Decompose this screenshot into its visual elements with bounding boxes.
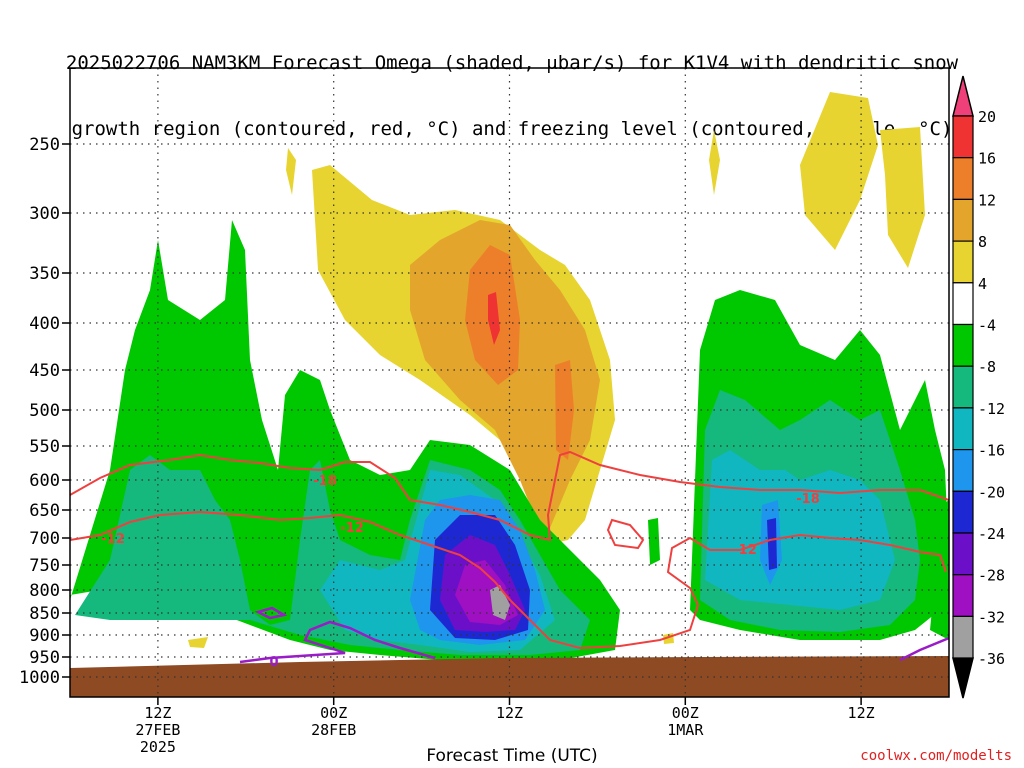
omega-region-8to12: [410, 220, 600, 540]
y-tick-label: 950: [29, 648, 60, 668]
contour-label: 0: [269, 655, 278, 670]
x-tick-label-date: 1MAR: [667, 721, 704, 739]
colorbar-label: 12: [978, 191, 996, 209]
colorbar-label: 4: [978, 275, 987, 293]
y-tick-label: 600: [29, 471, 60, 491]
gridlines: [70, 68, 949, 697]
colorbar-swatch: [952, 449, 974, 492]
contour-label: -18: [313, 474, 337, 489]
y-tick-label: 400: [29, 314, 60, 334]
contour-minus12: [70, 510, 947, 650]
colorbar-label: -36: [978, 650, 1005, 668]
y-tick-label: 800: [29, 581, 60, 601]
colorbar-swatch: [952, 407, 974, 451]
ground-terrain: [70, 656, 949, 697]
colorbar-label: -24: [978, 525, 1005, 543]
contour-label: -12: [101, 532, 125, 547]
colorbar-label: -32: [978, 608, 1005, 626]
colorbar-swatch: [952, 532, 974, 576]
y-axis-pressure: 2503003504004505005506006507007508008509…: [19, 135, 70, 688]
colorbar-swatch: [952, 198, 974, 242]
contour-label: -18: [796, 492, 820, 507]
colorbar-swatch: [952, 574, 974, 618]
omega-region-16to20: [488, 292, 500, 345]
colorbar-swatch-top: [952, 75, 974, 117]
x-axis-title: Forecast Time (UTC): [426, 746, 598, 766]
colorbar-swatch: [952, 490, 974, 534]
contour-zero: [239, 620, 436, 664]
colorbar-label: -12: [978, 400, 1005, 418]
colorbar-label: -20: [978, 483, 1005, 501]
omega-shaded-field: [70, 92, 949, 697]
contour-label: -12: [733, 543, 757, 558]
omega-region-4to8-right: [800, 92, 878, 250]
colorbar-swatch: [952, 323, 974, 367]
contours: [70, 450, 949, 664]
source-credit: coolwx.com/modelts: [860, 748, 1012, 764]
omega-region-4to8-spot2: [709, 130, 720, 195]
y-tick-label: 300: [29, 204, 60, 224]
y-tick-label: 350: [29, 264, 60, 284]
colorbar-label: 20: [978, 108, 996, 126]
y-tick-label: 850: [29, 604, 60, 624]
x-tick-label-time: 12Z: [496, 704, 523, 722]
x-tick-label-time: 12Z: [144, 704, 171, 722]
omega-region-neg20-right: [767, 518, 777, 570]
colorbar-label: -28: [978, 567, 1005, 585]
y-tick-label: 450: [29, 361, 60, 381]
colorbar: 20 16 12 8 4 -4 -8 -12 -16 -20 -24 -28 -32 -36: [952, 75, 1005, 699]
colorbar-swatch: [952, 615, 974, 659]
y-tick-label: 650: [29, 501, 60, 521]
omega-region-neg32: [490, 585, 510, 620]
colorbar-swatch: [952, 157, 974, 200]
y-tick-label: 700: [29, 529, 60, 549]
omega-region-neg4-edge: [930, 500, 949, 640]
colorbar-label: 16: [978, 150, 996, 168]
colorbar-label: -8: [978, 358, 996, 376]
x-tick-label-date: 28FEB: [311, 721, 356, 739]
x-tick-label-time: 12Z: [848, 704, 875, 722]
colorbar-swatch: [952, 240, 974, 284]
x-tick-label-time: 00Z: [672, 704, 699, 722]
y-tick-label: 500: [29, 401, 60, 421]
x-tick-label-time: 00Z: [320, 704, 347, 722]
omega-region-4to8-spot1: [286, 148, 296, 195]
omega-region-4to8-farright: [880, 127, 925, 268]
y-tick-label: 1000: [19, 668, 60, 688]
y-tick-label: 900: [29, 626, 60, 646]
omega-region-neg4-spot: [648, 518, 660, 565]
x-tick-label-date: 27FEB: [135, 721, 180, 739]
x-tick-label-year: 2025: [140, 738, 176, 756]
colorbar-swatch: [952, 115, 974, 159]
colorbar-swatch-bottom: [952, 657, 974, 699]
colorbar-swatch: [952, 282, 974, 326]
contour-label: -12: [340, 521, 364, 536]
colorbar-label: 8: [978, 233, 987, 251]
contour-zero-small: [254, 606, 288, 620]
colorbar-label: -4: [978, 317, 996, 335]
contour-minus18: [70, 450, 949, 542]
y-tick-label: 550: [29, 437, 60, 457]
y-tick-label: 250: [29, 135, 60, 155]
contour-zero-right: [899, 636, 949, 662]
omega-region-4to8-spot5: [188, 637, 208, 648]
contour-minus12-loop: [606, 518, 645, 550]
colorbar-swatch: [952, 365, 974, 409]
y-tick-label: 750: [29, 556, 60, 576]
contour-labels: -18 -18 -12 -12 -12 0: [101, 474, 820, 670]
colorbar-label: -16: [978, 442, 1005, 460]
